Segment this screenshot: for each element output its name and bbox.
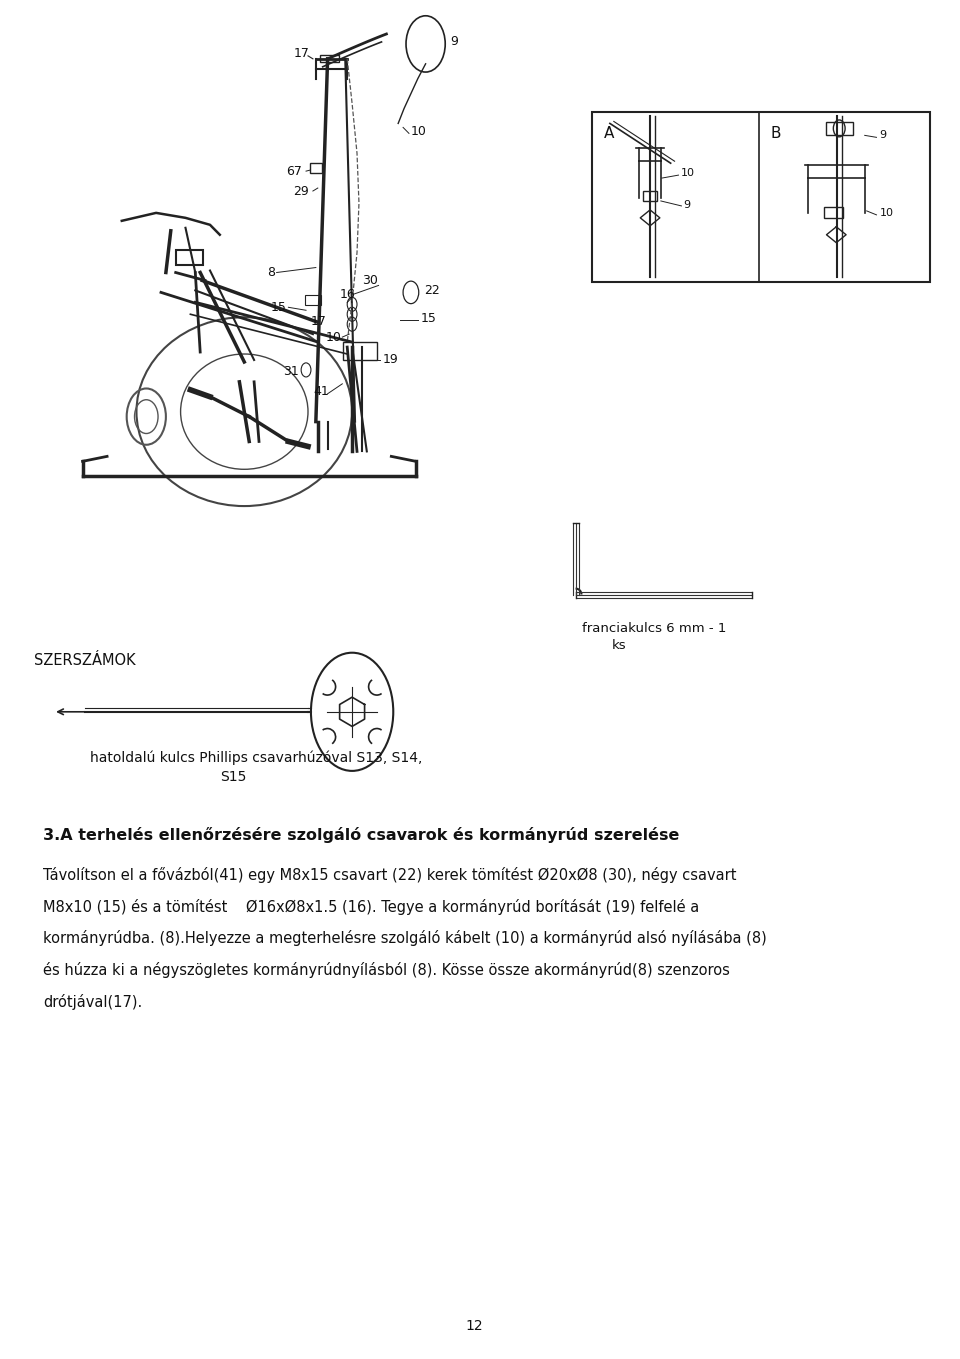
- Text: 3.A terhelés ellenőrzésére szolgáló csavarok és kormányrúd szerelése: 3.A terhelés ellenőrzésére szolgáló csav…: [43, 828, 680, 843]
- Text: 29: 29: [294, 185, 309, 197]
- Text: A: A: [604, 126, 614, 141]
- Bar: [310, 163, 322, 173]
- Text: franciakulcs 6 mm - 1: franciakulcs 6 mm - 1: [583, 622, 727, 635]
- Text: 22: 22: [423, 284, 440, 296]
- Text: 15: 15: [271, 300, 287, 314]
- Text: Távolítson el a fővázból(41) egy M8x15 csavart (22) kerek tömítést Ø20xØ8 (30), : Távolítson el a fővázból(41) egy M8x15 c…: [43, 867, 737, 883]
- Text: 31: 31: [283, 366, 300, 378]
- Text: 12: 12: [466, 1320, 484, 1333]
- Text: S15: S15: [220, 771, 246, 784]
- Bar: [344, 342, 376, 360]
- Text: 41: 41: [313, 385, 328, 398]
- Text: 17: 17: [311, 315, 326, 328]
- Text: 8: 8: [267, 266, 275, 279]
- Bar: [176, 250, 204, 265]
- Text: drótjával(17).: drótjával(17).: [43, 993, 143, 1010]
- Text: és húzza ki a négyszögletes kormányrúdnyílásból (8). Kösse össze akormányrúd(8) : és húzza ki a négyszögletes kormányrúdny…: [43, 962, 731, 978]
- Text: 9: 9: [879, 130, 886, 140]
- Text: B: B: [771, 126, 781, 141]
- Bar: [592, 111, 930, 283]
- Text: 10: 10: [325, 330, 342, 344]
- Bar: [320, 54, 340, 61]
- Bar: [643, 192, 657, 201]
- Text: M8x10 (15) és a tömítést    Ø16xØ8x1.5 (16). Tegye a kormányrúd borítását (19) f: M8x10 (15) és a tömítést Ø16xØ8x1.5 (16)…: [43, 898, 700, 915]
- Text: 9: 9: [450, 35, 458, 49]
- Text: 9: 9: [684, 200, 690, 209]
- Text: 19: 19: [382, 353, 398, 367]
- Text: 30: 30: [362, 275, 378, 287]
- Bar: [824, 207, 843, 217]
- Text: kormányrúdba. (8).Helyezze a megterhelésre szolgáló kábelt (10) a kormányrúd als: kormányrúdba. (8).Helyezze a megterhelés…: [43, 931, 767, 946]
- Text: hatoldalú kulcs Phillips csavarhúzóval S13, S14,: hatoldalú kulcs Phillips csavarhúzóval S…: [90, 750, 422, 765]
- Text: 10: 10: [681, 169, 694, 178]
- Text: 17: 17: [294, 48, 309, 60]
- Text: ks: ks: [612, 639, 627, 652]
- Text: 10: 10: [411, 125, 427, 137]
- Text: 15: 15: [420, 311, 437, 325]
- Text: 10: 10: [879, 208, 894, 217]
- Bar: [826, 122, 852, 136]
- Text: SZERSZÁMOK: SZERSZÁMOK: [34, 652, 135, 667]
- Bar: [305, 295, 321, 306]
- Text: 16: 16: [340, 288, 355, 300]
- Text: 67: 67: [286, 164, 302, 178]
